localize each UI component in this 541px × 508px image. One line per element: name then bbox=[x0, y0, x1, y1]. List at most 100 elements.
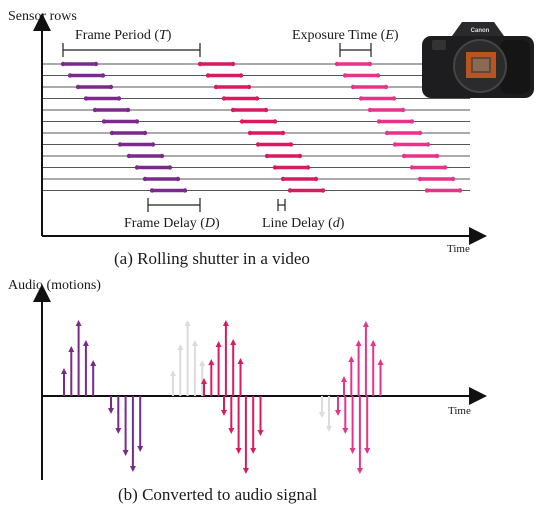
exposure-endpoint bbox=[263, 107, 269, 113]
exposure-endpoint bbox=[182, 188, 188, 193]
audio-pulse-arrowhead bbox=[349, 448, 356, 454]
audio-pulse-arrowhead bbox=[90, 360, 97, 366]
audio-pulse-arrowhead bbox=[137, 446, 144, 452]
exposure-endpoint bbox=[230, 107, 236, 113]
audio-pulse-arrowhead bbox=[215, 341, 222, 347]
exposure-endpoint bbox=[320, 188, 326, 193]
exposure-endpoint bbox=[109, 130, 115, 136]
exposure-endpoint bbox=[197, 61, 203, 67]
audio-pulse-arrowhead bbox=[199, 360, 206, 366]
bottom-panel: Audio (motions) Time (b) Converted to au… bbox=[8, 278, 487, 504]
exposure-endpoint bbox=[159, 153, 165, 159]
exposure-endpoint bbox=[350, 84, 356, 90]
exposure-endpoint bbox=[117, 142, 123, 147]
audio-pulse-arrowhead bbox=[222, 320, 229, 326]
exposure-endpoint bbox=[287, 188, 293, 193]
exposure-endpoint bbox=[93, 61, 99, 67]
exposure-endpoint bbox=[126, 153, 132, 159]
audio-pulse-arrowhead bbox=[355, 340, 362, 346]
exposure-endpoint bbox=[142, 130, 148, 136]
exposure-endpoint bbox=[238, 73, 244, 78]
exposure-endpoint bbox=[101, 119, 107, 124]
top-y-axis-label: Sensor rows bbox=[8, 9, 77, 24]
audio-pulse-arrowhead bbox=[356, 468, 363, 474]
top-caption: (a) Rolling shutter in a video bbox=[114, 249, 310, 268]
exposure-endpoint bbox=[83, 96, 89, 101]
exposure-endpoint bbox=[392, 142, 398, 147]
top-x-axis-label: Time bbox=[447, 243, 470, 255]
audio-pulse-arrowhead bbox=[362, 321, 369, 327]
frame-period-annotation: Frame Period (T) bbox=[62, 28, 201, 57]
exposure-endpoint bbox=[67, 73, 73, 78]
frame-delay-label: Frame Delay (D) bbox=[124, 216, 220, 231]
exposure-endpoint bbox=[425, 142, 431, 147]
audio-pulse-arrowhead bbox=[242, 468, 249, 474]
exposure-endpoint bbox=[358, 96, 364, 101]
exposure-endpoint bbox=[401, 153, 407, 159]
exposure-endpoint bbox=[149, 188, 155, 193]
audio-pulse-arrowhead bbox=[228, 428, 235, 434]
audio-pulse-arrowhead bbox=[377, 359, 384, 365]
exposure-endpoint bbox=[92, 107, 98, 113]
exposure-endpoint bbox=[450, 176, 456, 182]
exposure-endpoint bbox=[376, 119, 382, 124]
exposure-endpoint bbox=[409, 165, 415, 170]
exposure-endpoint bbox=[254, 96, 260, 101]
exposure-endpoint bbox=[375, 73, 381, 78]
audio-pulse-arrowhead bbox=[221, 410, 227, 416]
exposure-endpoint bbox=[305, 165, 311, 170]
frame-delay-annotation: Frame Delay (D) bbox=[124, 198, 220, 231]
exposure-endpoint bbox=[313, 176, 319, 182]
audio-pulse-arrowhead bbox=[364, 448, 371, 454]
exposure-endpoint bbox=[125, 107, 131, 113]
audio-pulse-arrowhead bbox=[129, 466, 136, 472]
frame-period-label: Frame Period (T) bbox=[75, 28, 172, 43]
audio-pulse-arrowhead bbox=[257, 430, 264, 436]
audio-pulse-arrowhead bbox=[75, 320, 82, 326]
audio-pulse-arrowhead bbox=[177, 344, 184, 350]
exposure-endpoint bbox=[205, 73, 211, 78]
audio-pulse-arrowhead bbox=[237, 358, 244, 364]
exposure-endpoint bbox=[383, 84, 389, 90]
audio-pulse-arrowhead bbox=[335, 410, 341, 416]
exposure-endpoint bbox=[272, 165, 278, 170]
exposure-endpoint bbox=[342, 73, 348, 78]
exposure-segments bbox=[60, 61, 463, 193]
exposure-endpoint bbox=[434, 153, 440, 159]
audio-pulse-arrowhead bbox=[108, 408, 114, 414]
exposure-endpoint bbox=[239, 119, 245, 124]
exposure-endpoint bbox=[297, 153, 303, 159]
exposure-endpoint bbox=[247, 130, 253, 136]
audio-pulse-arrowhead bbox=[348, 356, 355, 362]
exposure-endpoint bbox=[400, 107, 406, 113]
exposure-endpoint bbox=[221, 96, 227, 101]
exposure-endpoint bbox=[367, 107, 373, 113]
audio-pulses bbox=[61, 320, 384, 474]
sensor-row-lines bbox=[42, 63, 470, 191]
exposure-endpoint bbox=[150, 142, 156, 147]
exposure-endpoint bbox=[280, 176, 286, 182]
exposure-endpoint bbox=[409, 119, 415, 124]
bottom-caption: (b) Converted to audio signal bbox=[118, 485, 318, 504]
audio-pulse-arrowhead bbox=[191, 340, 198, 346]
audio-pulse-arrowhead bbox=[319, 412, 325, 418]
audio-pulse-arrowhead bbox=[230, 339, 237, 345]
audio-pulse-arrowhead bbox=[235, 448, 242, 454]
audio-pulse-arrowhead bbox=[341, 376, 347, 382]
audio-pulse-arrowhead bbox=[61, 368, 67, 374]
audio-pulse-arrowhead bbox=[115, 428, 122, 434]
exposure-endpoint bbox=[142, 176, 148, 182]
exposure-endpoint bbox=[272, 119, 278, 124]
exposure-endpoint bbox=[288, 142, 294, 147]
exposure-time-label: Exposure Time (E) bbox=[292, 28, 399, 43]
exposure-endpoint bbox=[175, 176, 181, 182]
audio-pulse-arrowhead bbox=[201, 378, 207, 384]
exposure-endpoint bbox=[116, 96, 122, 101]
exposure-endpoint bbox=[75, 84, 81, 90]
camera-brand: Canon bbox=[471, 28, 490, 34]
audio-pulse-arrowhead bbox=[68, 346, 75, 352]
audio-pulse-arrowhead bbox=[122, 450, 129, 456]
bottom-y-axis-label: Audio (motions) bbox=[8, 278, 101, 293]
exposure-endpoint bbox=[230, 61, 236, 67]
